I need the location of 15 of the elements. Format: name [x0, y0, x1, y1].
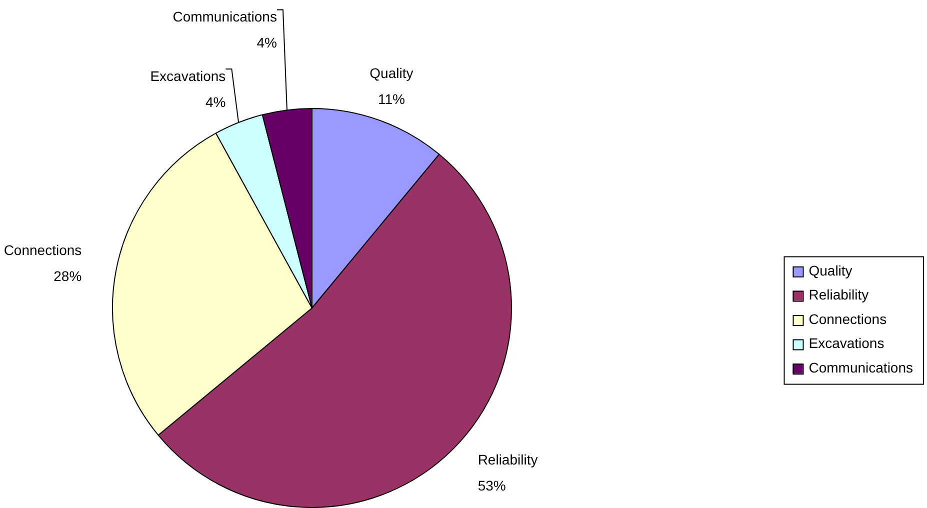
- data-label: 4%: [205, 94, 226, 110]
- data-label: 4%: [256, 34, 277, 51]
- slice-label: Connections: [4, 242, 82, 258]
- slice-label: Reliability: [478, 452, 538, 468]
- slice-label: Communications: [172, 8, 277, 25]
- slice-label: Excavations: [150, 68, 226, 84]
- data-label: 28%: [54, 268, 82, 284]
- legend-label: Reliability: [808, 286, 869, 303]
- legend-label: Connections: [808, 310, 887, 327]
- data-label: 11%: [378, 91, 405, 108]
- legend-label: Excavations: [808, 335, 884, 352]
- legend-label: Quality: [808, 262, 852, 278]
- data-label: 53%: [478, 478, 506, 494]
- slice-label: Quality: [370, 65, 414, 82]
- legend-label: Communications: [808, 359, 914, 376]
